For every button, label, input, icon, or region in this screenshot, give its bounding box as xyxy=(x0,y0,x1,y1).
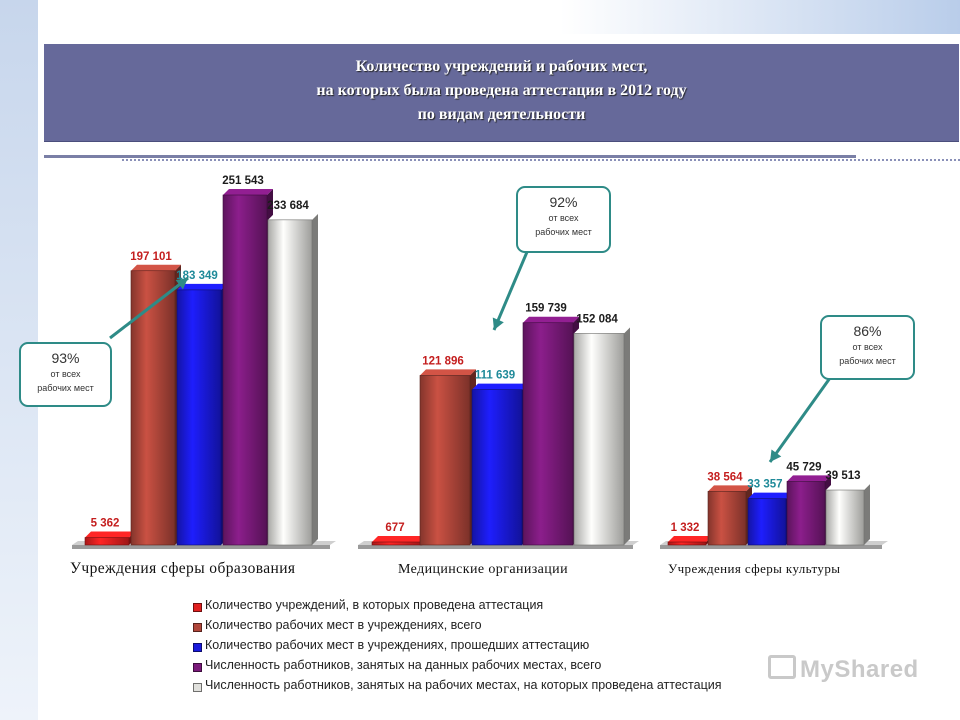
bar xyxy=(825,489,865,546)
bar-top xyxy=(787,475,831,482)
bar xyxy=(371,541,423,546)
legend-label: Численность работников, занятых на рабоч… xyxy=(205,678,722,692)
data-label: 251 543 xyxy=(222,175,264,187)
legend-label: Количество рабочих мест в учреждениях, в… xyxy=(205,618,482,632)
bar xyxy=(267,219,313,546)
bar xyxy=(707,491,747,546)
callout-note: от всех xyxy=(852,342,883,352)
title-line-3: по видам деятельности xyxy=(417,106,586,123)
group-floor xyxy=(72,545,330,549)
bar xyxy=(667,541,707,546)
data-label: 1 332 xyxy=(671,522,700,534)
data-label: 159 739 xyxy=(525,303,567,315)
presentation-icon xyxy=(768,655,796,679)
category-label: Учреждения сферы образования xyxy=(70,560,295,577)
data-label: 39 513 xyxy=(825,470,860,482)
legend-label: Количество рабочих мест в учреждениях, п… xyxy=(205,638,590,652)
bar xyxy=(747,498,787,546)
data-label: 38 564 xyxy=(707,471,743,483)
data-label: 152 084 xyxy=(576,313,618,325)
bar-top xyxy=(177,283,227,290)
legend-item: Количество учреждений, в которых проведе… xyxy=(193,598,853,618)
bar-top xyxy=(826,484,870,491)
data-label: 121 896 xyxy=(422,355,464,367)
watermark-text: MyShared xyxy=(800,656,919,683)
bar xyxy=(222,194,268,546)
callout-percent: 86% xyxy=(853,323,882,339)
bar-top xyxy=(708,485,752,492)
legend-item: Количество рабочих мест в учреждениях, п… xyxy=(193,638,853,658)
bar xyxy=(522,322,574,546)
title-rule xyxy=(44,155,856,158)
bar xyxy=(786,481,826,546)
bar xyxy=(130,270,176,546)
legend-swatch xyxy=(193,643,202,652)
bar-top xyxy=(668,536,712,542)
callout-note: рабочих мест xyxy=(535,227,592,237)
legend-swatch xyxy=(193,603,202,612)
bar xyxy=(84,537,130,546)
group-floor xyxy=(358,545,633,549)
callout-arrowhead xyxy=(492,317,504,330)
bar xyxy=(419,375,471,546)
bar xyxy=(573,333,625,546)
callout-arrow xyxy=(109,276,189,340)
legend-item: Численность работников, занятых на данны… xyxy=(193,658,853,678)
legend-swatch xyxy=(193,663,202,672)
data-label: 33 357 xyxy=(747,479,782,491)
top-decor-strip xyxy=(560,0,960,34)
title-line-2: на которых была проведена аттестация в 2… xyxy=(316,82,687,99)
legend-swatch xyxy=(193,683,202,692)
callout-culture: 86% от всех рабочих мест xyxy=(820,315,915,380)
group-floor xyxy=(660,545,882,549)
data-label: 5 362 xyxy=(91,518,120,530)
title-dotted-rule xyxy=(122,159,960,161)
bar-top xyxy=(748,492,792,499)
callout-note: от всех xyxy=(548,213,579,223)
title-line-1: Количество учреждений и рабочих мест, xyxy=(355,58,648,75)
callout-arrow xyxy=(492,251,529,331)
data-label: 111 639 xyxy=(475,370,515,382)
callout-note: рабочих мест xyxy=(37,383,94,393)
callout-percent: 92% xyxy=(549,194,578,210)
bar-top xyxy=(420,369,476,376)
data-label: 197 101 xyxy=(130,251,172,263)
bar xyxy=(176,289,222,546)
legend-swatch xyxy=(193,623,202,632)
callout-education: 93% от всех рабочих мест xyxy=(19,342,112,407)
bar-top xyxy=(574,327,630,334)
bar-top xyxy=(268,213,318,220)
category-label: Учреждения сферы культуры xyxy=(668,561,840,576)
callout-note: от всех xyxy=(50,369,81,379)
bar-top xyxy=(223,189,273,195)
bar-top xyxy=(523,316,579,323)
callout-arrowhead xyxy=(770,449,782,462)
callout-arrow xyxy=(768,377,832,463)
legend-label: Численность работников, занятых на данны… xyxy=(205,658,602,672)
callout-medical: 92% от всех рабочих мест xyxy=(516,186,611,253)
watermark-logo: MyShared xyxy=(768,655,919,684)
data-label: 233 684 xyxy=(267,200,309,212)
chart-legend: Количество учреждений, в которых проведе… xyxy=(193,598,853,698)
bar xyxy=(471,389,523,546)
callout-percent: 93% xyxy=(51,350,80,366)
title-banner: Количество учреждений и рабочих мест, на… xyxy=(44,44,959,142)
data-label: 677 xyxy=(385,522,404,534)
bar-side xyxy=(624,327,630,545)
callout-note: рабочих мест xyxy=(839,356,896,366)
bar-top xyxy=(131,264,181,271)
legend-label: Количество учреждений, в которых проведе… xyxy=(205,598,544,612)
category-label: Медицинские организации xyxy=(398,562,568,577)
bar-top xyxy=(85,531,135,538)
bar-side xyxy=(864,484,870,545)
bar-side xyxy=(312,213,318,545)
legend-item: Численность работников, занятых на рабоч… xyxy=(193,678,853,698)
data-label: 45 729 xyxy=(786,461,821,473)
callout-arrowhead xyxy=(175,278,188,290)
legend-item: Количество рабочих мест в учреждениях, в… xyxy=(193,618,853,638)
bar-top xyxy=(472,383,528,390)
bar-top xyxy=(372,536,428,542)
